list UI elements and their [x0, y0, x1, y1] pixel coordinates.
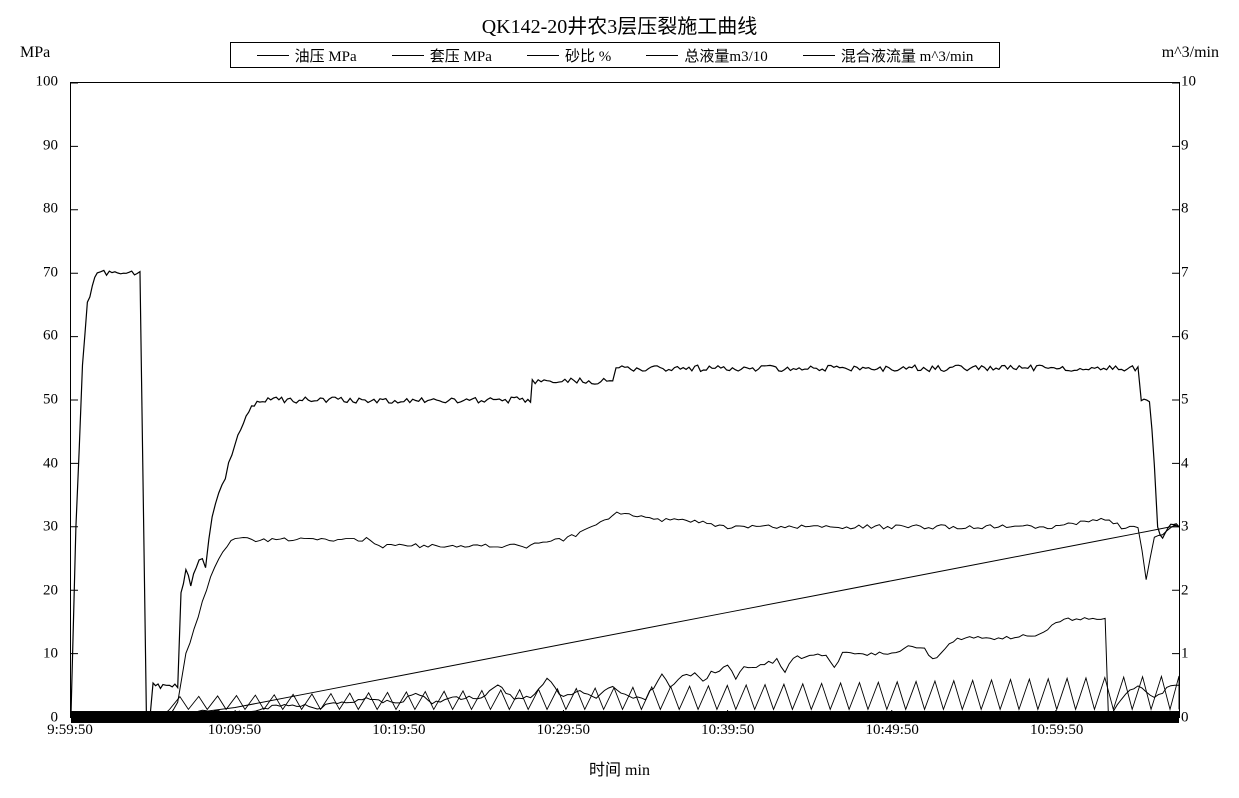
plot-area [70, 82, 1180, 718]
legend-label: 套压 MPa [430, 45, 492, 66]
legend-item: 总液量m3/10 [646, 45, 767, 66]
y-left-ticks: 0102030405060708090100 [0, 82, 62, 718]
y-left-axis-label: MPa [20, 44, 50, 62]
legend-item: 砂比 % [527, 45, 611, 66]
y-left-tick-label: 30 [43, 519, 58, 536]
x-tick-label: 10:39:50 [701, 722, 754, 739]
y-right-ticks: 012345678910 [1177, 82, 1239, 718]
y-left-tick-label: 50 [43, 392, 58, 409]
y-right-tick-label: 6 [1181, 328, 1189, 345]
legend-line-icon [257, 55, 289, 56]
y-right-tick-label: 0 [1181, 710, 1189, 727]
x-tick-label: 9:59:50 [47, 722, 93, 739]
plot-svg [71, 83, 1179, 717]
legend-item: 套压 MPa [392, 45, 492, 66]
x-tick-label: 10:09:50 [208, 722, 261, 739]
legend: 油压 MPa 套压 MPa 砂比 % 总液量m3/10 混合液流量 m^3/min [230, 42, 1000, 68]
y-right-tick-marks [1172, 83, 1179, 717]
x-axis-label: 时间 min [0, 756, 1239, 780]
chart-container: QK142-20井农3层压裂施工曲线 MPa m^3/min 油压 MPa 套压 … [0, 0, 1239, 798]
y-right-tick-label: 8 [1181, 201, 1189, 218]
series-oil-pressure [71, 270, 1179, 719]
y-right-tick-label: 9 [1181, 137, 1189, 154]
y-right-tick-label: 7 [1181, 264, 1189, 281]
legend-label: 总液量m3/10 [684, 45, 767, 66]
y-left-tick-label: 100 [36, 74, 59, 91]
y-right-tick-label: 2 [1181, 582, 1189, 599]
series-mix-flow [71, 676, 1179, 717]
y-right-tick-label: 5 [1181, 392, 1189, 409]
x-tick-label: 10:19:50 [372, 722, 425, 739]
y-left-tick-label: 10 [43, 646, 58, 663]
y-right-tick-label: 1 [1181, 646, 1189, 663]
legend-item: 混合液流量 m^3/min [803, 45, 973, 66]
legend-item: 油压 MPa [257, 45, 357, 66]
x-axis-ticks: 9:59:5010:09:5010:19:5010:29:5010:39:501… [70, 718, 1180, 748]
legend-label: 油压 MPa [295, 45, 357, 66]
legend-line-icon [803, 55, 835, 56]
y-left-tick-label: 70 [43, 264, 58, 281]
x-tick-label: 10:29:50 [537, 722, 590, 739]
y-right-tick-label: 10 [1181, 74, 1196, 91]
legend-line-icon [392, 55, 424, 56]
y-left-tick-label: 20 [43, 582, 58, 599]
y-left-tick-label: 90 [43, 137, 58, 154]
y-left-tick-label: 60 [43, 328, 58, 345]
legend-label: 砂比 % [565, 45, 611, 66]
legend-line-icon [527, 55, 559, 56]
legend-label: 混合液流量 m^3/min [841, 45, 973, 66]
y-right-tick-label: 3 [1181, 519, 1189, 536]
y-left-tick-label: 80 [43, 201, 58, 218]
legend-line-icon [646, 55, 678, 56]
y-right-tick-label: 4 [1181, 455, 1189, 472]
x-tick-label: 10:49:50 [866, 722, 919, 739]
x-tick-label: 10:59:50 [1030, 722, 1083, 739]
chart-title: QK142-20井农3层压裂施工曲线 [0, 10, 1239, 39]
y-left-tick-label: 40 [43, 455, 58, 472]
y-left-tick-marks [71, 83, 78, 717]
y-right-axis-label: m^3/min [1162, 44, 1219, 62]
